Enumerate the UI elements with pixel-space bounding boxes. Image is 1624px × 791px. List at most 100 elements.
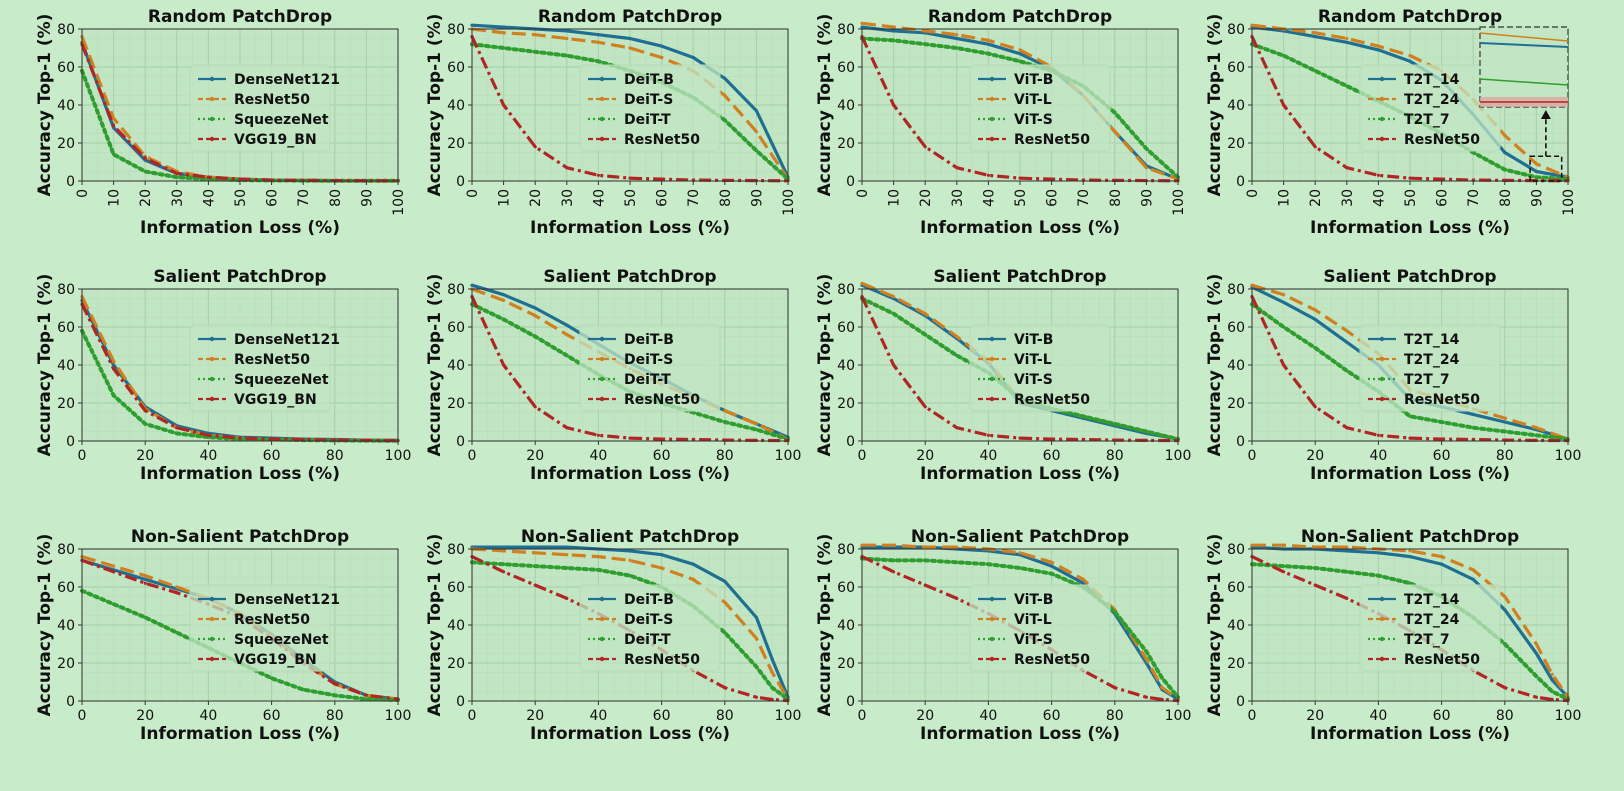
data-point [1376,574,1380,578]
data-point [1503,150,1507,155]
legend-marker [989,356,995,362]
subplot-1: 0 20 40 60 80 0 10 20 30 40 50 60 70 80 90 100 Random Pa… [35,7,407,238]
data-point [143,577,147,582]
legend-marker [599,376,605,382]
x-tick-label: 10 [497,189,513,207]
subplot-5: 0 20 40 60 80 0 20 40 60 80 100 Salient PatchDrop In… [35,267,411,484]
legend-label: ViT-L [1014,612,1052,628]
data-point [923,312,927,316]
x-tick-label: 100 [385,708,412,724]
y-tick-label: 0 [1236,174,1245,190]
data-point [206,433,210,437]
data-point [691,562,695,566]
data-point [502,31,506,35]
x-tick-label: 50 [623,189,639,207]
inset-line [1479,42,1569,48]
data-point [1144,429,1148,434]
data-point [502,545,506,549]
data-point [723,420,727,424]
x-tick-label: 30 [560,189,576,207]
legend-marker [599,396,605,402]
y-tick-label: 20 [447,396,465,412]
legend-label: ResNet50 [1014,392,1090,408]
data-point [754,636,759,640]
x-tick-label: 0 [1245,189,1261,198]
x-tick-label: 60 [653,708,671,724]
data-point [143,409,147,413]
legend-label: ResNet50 [624,652,700,668]
data-point [1534,162,1538,166]
data-point [1376,433,1380,437]
data-point [143,156,147,160]
data-point [923,145,927,149]
x-tick-label: 0 [465,189,481,198]
ticks: 0 20 40 60 80 0 20 40 60 80 100 [57,282,411,464]
subplot-8: 0 20 40 60 80 0 20 40 60 80 100 Salient PatchDrop In… [1205,267,1581,484]
y-tick-label: 0 [846,174,855,190]
x-tick-label: 0 [468,708,477,724]
data-point [628,549,632,553]
data-point [691,577,695,582]
x-tick-label: 50 [233,189,249,207]
x-tick-label: 40 [981,189,997,207]
legend: ViT-B ViT-L ViT-S ResNet50 [969,64,1111,152]
data-point [770,657,774,661]
legend-label: DeiT-T [624,372,671,388]
data-point [660,566,664,570]
data-point [1250,23,1254,27]
data-point [175,175,179,179]
y-tick-label: 0 [456,174,465,190]
y-tick-label: 40 [837,618,855,634]
x-axis-label: Information Loss (%) [920,464,1120,484]
data-point [175,431,179,435]
data-point [955,46,959,50]
y-tick-label: 0 [66,694,75,710]
data-point [723,409,727,413]
x-tick-label: 40 [1369,448,1387,464]
data-point [1503,594,1507,599]
x-tick-label: 20 [918,189,934,207]
y-tick-label: 40 [57,618,75,634]
legend-label: DeiT-T [624,632,671,648]
legend-box [579,324,721,412]
data-point [1313,31,1317,35]
inset-line [1479,32,1569,42]
x-tick-label: 40 [1371,189,1387,207]
x-tick-label: 20 [136,448,154,464]
x-tick-label: 0 [75,189,91,198]
x-tick-label: 70 [1466,189,1482,207]
y-axis-label: Accuracy Top-1 (%) [35,14,55,197]
legend-label: VGG19_BN [234,392,317,408]
data-point [754,422,759,426]
data-point [565,426,569,430]
x-tick-label: 20 [916,448,934,464]
legend-label: VGG19_BN [234,132,317,148]
legend-marker [599,336,605,342]
data-point [1408,414,1412,418]
subplot-11: 0 20 40 60 80 0 20 40 60 80 100 Non-Salient PatchDr… [815,527,1191,744]
ticks: 0 20 40 60 80 0 20 40 60 80 100 [837,542,1191,724]
legend-label: T2T_14 [1404,592,1460,608]
data-point [112,363,116,367]
y-tick-label: 60 [1227,60,1245,76]
data-point [596,33,601,37]
y-axis-label: Accuracy Top-1 (%) [1205,534,1225,717]
data-point [1018,176,1022,180]
data-point [955,426,959,430]
data-point [955,36,959,41]
legend-box [189,64,331,152]
data-point [533,405,537,409]
y-tick-label: 20 [1227,136,1245,152]
x-tick-label: 60 [263,448,281,464]
data-point [754,130,759,134]
data-point [1113,610,1117,614]
data-point [1345,36,1349,41]
legend-label: T2T_14 [1404,72,1460,88]
data-point [860,543,864,547]
data-point [301,688,305,692]
data-point [923,29,927,33]
y-tick-label: 80 [1227,22,1245,38]
legend-label: VGG19_BN [234,652,317,668]
series-line [471,27,790,180]
legend: T2T_14 T2T_24 T2T_7 ResNet50 [1359,584,1501,672]
